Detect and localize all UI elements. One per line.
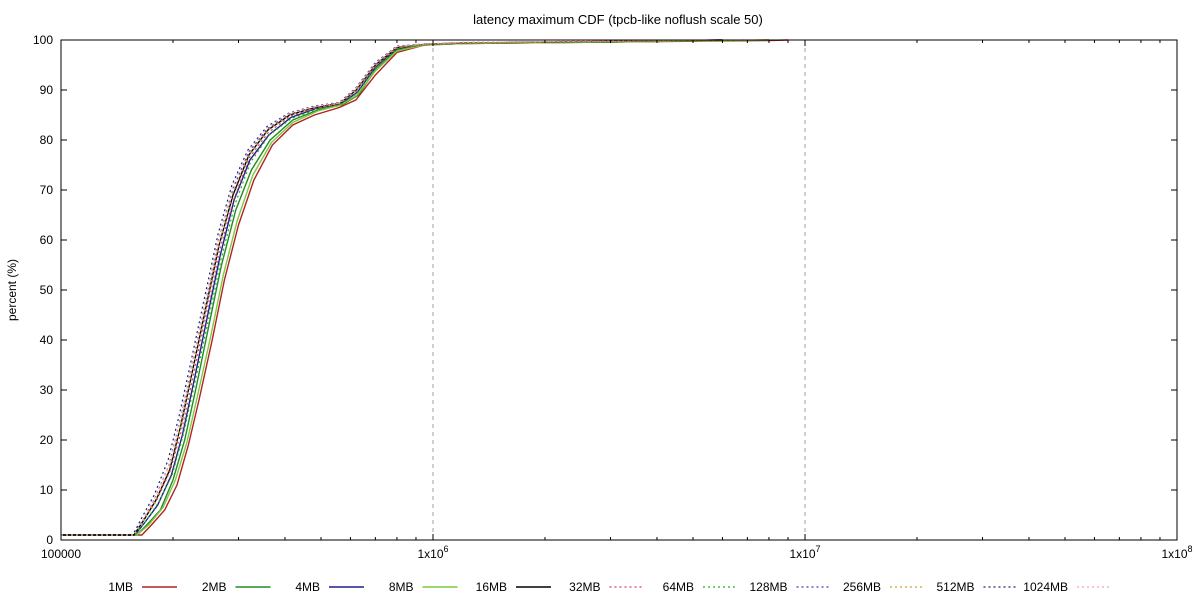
plot-frame <box>60 39 1178 541</box>
legend-label-16mb: 16MB <box>476 580 507 594</box>
legend-label-8mb: 8MB <box>389 580 414 594</box>
x-tick-label: 100000 <box>41 547 81 561</box>
y-tick-label: 10 <box>40 483 54 497</box>
y-tick-label: 60 <box>40 233 54 247</box>
series-line-4mb <box>61 39 723 536</box>
legend-label-256mb: 256MB <box>843 580 881 594</box>
legend-label-1mb: 1MB <box>108 580 133 594</box>
x-tick-label: 1x107 <box>789 544 820 561</box>
y-tick-label: 50 <box>40 283 54 297</box>
legend-label-1024mb: 1024MB <box>1023 580 1068 594</box>
series-line-64mb <box>61 39 748 536</box>
axis-ticks: 0 10 20 30 40 50 60 70 80 90 100 100000 1x106 1x107 1x… <box>33 33 1193 561</box>
x-tick-label: 1x106 <box>417 544 448 561</box>
legend-label-4mb: 4MB <box>295 580 320 594</box>
legend-label-128mb: 128MB <box>749 580 787 594</box>
series-line-32mb <box>61 39 723 536</box>
y-tick-label: 30 <box>40 383 54 397</box>
series-lines <box>61 39 789 536</box>
y-tick-label: 70 <box>40 183 54 197</box>
chart-title: latency maximum CDF (tpcb-like noflush s… <box>473 12 763 27</box>
legend: 1MB 2MB 4MB 8MB 16MB 32MB 64MB 128MB 256MB 512MB 1… <box>108 580 1112 594</box>
series-line-128mb <box>61 39 723 536</box>
x-tick-label: 1x108 <box>1161 544 1192 561</box>
y-tick-label: 40 <box>40 333 54 347</box>
legend-label-512mb: 512MB <box>936 580 974 594</box>
y-tick-label: 0 <box>46 533 53 547</box>
series-line-16mb <box>61 39 723 536</box>
grid-lines <box>432 40 806 540</box>
y-tick-label: 20 <box>40 433 54 447</box>
y-tick-label: 90 <box>40 83 54 97</box>
series-line-1024mb <box>61 39 723 536</box>
legend-label-2mb: 2MB <box>202 580 227 594</box>
y-axis-label: percent (%) <box>5 259 19 321</box>
legend-label-32mb: 32MB <box>569 580 600 594</box>
y-tick-label: 100 <box>33 33 53 47</box>
series-line-8mb <box>61 39 769 536</box>
series-line-512mb <box>61 39 723 536</box>
series-line-2mb <box>61 39 769 536</box>
legend-label-64mb: 64MB <box>663 580 694 594</box>
y-tick-label: 80 <box>40 133 54 147</box>
series-line-256mb <box>61 39 723 536</box>
